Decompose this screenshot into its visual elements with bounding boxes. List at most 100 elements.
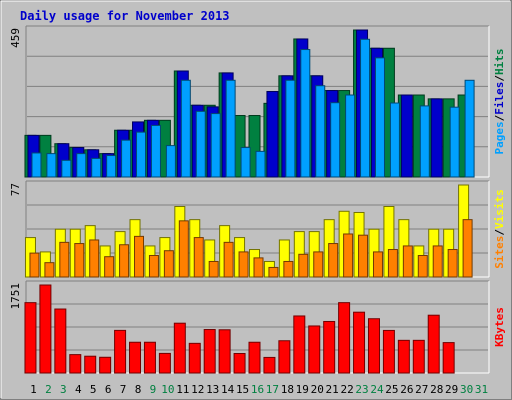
side-label: KBytes	[493, 307, 506, 347]
day-label-11: 11	[176, 383, 189, 396]
bar-sites-day-17	[268, 266, 279, 278]
bar-kbytes-day-26	[397, 339, 410, 374]
bar-kbytes-day-22	[338, 302, 351, 374]
bar-sites-day-7	[119, 244, 130, 278]
day-label-26: 26	[400, 383, 413, 396]
side-label-separator: /	[493, 75, 506, 82]
bar-kbytes-day-28	[427, 314, 440, 374]
bar-pages-day-11	[180, 79, 191, 178]
side-label-visits: Visits	[493, 189, 506, 229]
day-label-21: 21	[326, 383, 339, 396]
bar-hits-day-16	[248, 115, 261, 178]
bar-pages-day-27	[419, 105, 430, 178]
y-max-label: 459	[9, 28, 22, 48]
bar-kbytes-day-18	[278, 340, 291, 374]
day-label-20: 20	[311, 383, 324, 396]
bar-sites-day-6	[104, 256, 115, 278]
side-label-separator: /	[493, 114, 506, 121]
side-label-separator: /	[493, 229, 506, 236]
bar-sites-day-26	[402, 245, 413, 278]
bar-kbytes-day-27	[412, 339, 425, 374]
bar-files-day-28	[430, 98, 443, 178]
bar-kbytes-day-8	[129, 341, 142, 374]
day-label-5: 5	[90, 383, 97, 396]
bar-pages-day-21	[330, 102, 341, 178]
day-label-17: 17	[266, 383, 279, 396]
bar-sites-day-10	[163, 250, 174, 278]
panel-kbytes: 1751 KBytes	[9, 280, 506, 374]
bar-pages-day-12	[195, 110, 206, 178]
bar-sites-day-11	[178, 220, 189, 278]
bar-kbytes-day-15	[233, 353, 246, 374]
bar-kbytes-day-1	[24, 302, 37, 374]
bar-pages-day-30	[464, 79, 475, 178]
side-label: Pages/Files/Hits	[493, 49, 506, 155]
bar-kbytes-day-10	[158, 352, 171, 374]
side-label-hits: Hits	[493, 49, 506, 76]
day-label-1: 1	[30, 383, 37, 396]
bar-sites-day-28	[432, 245, 443, 278]
day-axis: 1 2 3 4 5 6 7 8 9 10 11 12 13 14 15 16 17 18 19 20 21 22 23 24 2…	[30, 383, 488, 396]
bar-kbytes-day-2	[39, 284, 52, 374]
bar-sites-day-19	[298, 253, 309, 278]
day-label-30: 30	[460, 383, 473, 396]
bar-sites-day-20	[313, 251, 324, 278]
bar-pages-day-3	[61, 159, 72, 178]
bar-sites-day-27	[417, 254, 428, 278]
bar-kbytes-day-17	[263, 356, 276, 374]
day-label-8: 8	[135, 383, 142, 396]
chart-panels: 459Pages/Files/Hits77Sites/Visits1751KBy…	[9, 25, 506, 374]
bar-sites-day-12	[193, 237, 204, 278]
bar-kbytes-day-4	[69, 354, 82, 374]
bar-kbytes-day-19	[293, 315, 306, 374]
side-label-files: Files	[493, 82, 506, 115]
bar-pages-day-7	[121, 139, 132, 178]
day-label-23: 23	[355, 383, 368, 396]
bar-kbytes-day-12	[188, 342, 201, 374]
side-label: Sites/Visits	[493, 189, 506, 269]
bar-sites-day-23	[358, 234, 369, 278]
bar-files-day-26	[400, 94, 413, 178]
bar-pages-day-14	[225, 79, 236, 178]
bar-pages-day-24	[374, 57, 385, 178]
day-label-29: 29	[445, 383, 458, 396]
panel-sites-visits: 77 Sites/Visits	[9, 180, 506, 278]
day-label-19: 19	[296, 383, 309, 396]
day-label-7: 7	[120, 383, 127, 396]
bar-sites-day-25	[387, 249, 398, 278]
bar-pages-day-8	[136, 131, 147, 178]
bar-pages-day-19	[300, 49, 311, 178]
bar-sites-day-16	[253, 257, 264, 278]
bar-pages-day-16	[255, 150, 266, 178]
day-label-12: 12	[191, 383, 204, 396]
day-label-14: 14	[221, 383, 235, 396]
bar-kbytes-day-7	[114, 329, 127, 374]
bar-pages-day-25	[389, 102, 400, 178]
day-label-2: 2	[45, 383, 52, 396]
bar-kbytes-day-14	[218, 329, 231, 374]
bar-kbytes-day-6	[99, 356, 112, 374]
bar-pages-day-20	[315, 85, 326, 178]
day-label-15: 15	[236, 383, 249, 396]
bar-pages-day-2	[46, 153, 57, 178]
day-label-4: 4	[75, 383, 82, 396]
day-label-22: 22	[340, 383, 353, 396]
side-label-pages: Pages	[493, 121, 506, 154]
bar-pages-day-10	[165, 145, 176, 178]
bar-pages-day-13	[210, 113, 221, 178]
day-label-28: 28	[430, 383, 443, 396]
day-label-31: 31	[475, 383, 488, 396]
day-label-6: 6	[105, 383, 112, 396]
bar-pages-day-18	[285, 79, 296, 178]
bar-kbytes-day-25	[382, 329, 395, 374]
bar-kbytes-day-16	[248, 341, 261, 374]
bar-kbytes-day-9	[143, 341, 156, 374]
day-label-13: 13	[206, 383, 219, 396]
bar-kbytes-day-23	[353, 311, 366, 374]
day-label-24: 24	[370, 383, 384, 396]
bar-pages-day-15	[240, 147, 251, 178]
bar-sites-day-18	[283, 260, 294, 278]
bar-pages-day-23	[360, 38, 371, 178]
bar-pages-day-9	[150, 124, 161, 178]
